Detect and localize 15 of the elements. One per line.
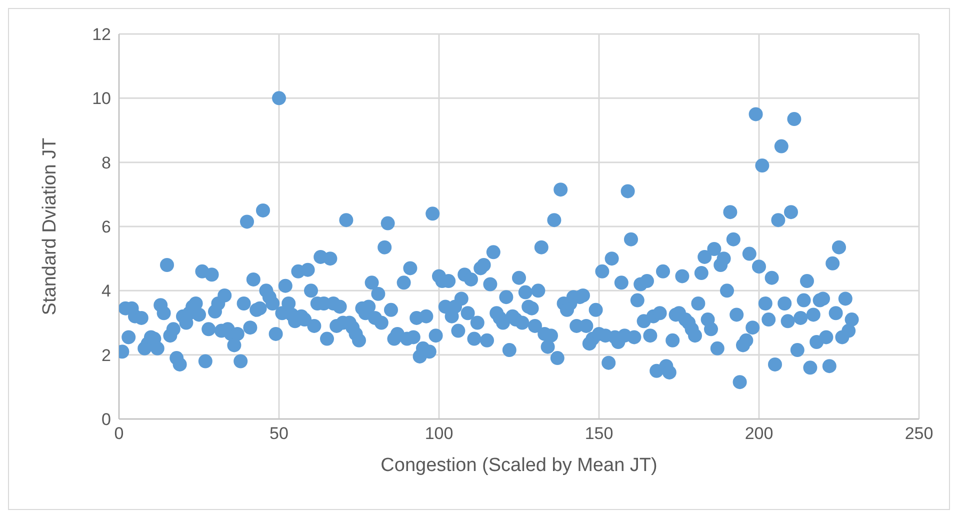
y-tick-label: 10 <box>92 89 111 108</box>
x-tick-label: 150 <box>584 424 614 444</box>
y-tick-label: 12 <box>92 25 111 44</box>
y-tick-label: 2 <box>102 346 111 365</box>
x-tick-label: 100 <box>424 424 454 444</box>
y-tick-label: 6 <box>102 218 111 237</box>
x-axis-title: Congestion (Scaled by Mean JT) <box>380 455 658 476</box>
y-tick-label: 8 <box>102 153 111 172</box>
y-tick-label: 4 <box>102 282 111 301</box>
x-tick-label: 0 <box>114 424 124 444</box>
x-tick-label: 200 <box>744 424 774 444</box>
x-tick-label: 50 <box>270 424 288 444</box>
y-tick-label: 0 <box>102 410 111 430</box>
y-axis-title: Standard Dviation JT <box>40 137 61 316</box>
x-tick-label: 250 <box>904 424 934 444</box>
